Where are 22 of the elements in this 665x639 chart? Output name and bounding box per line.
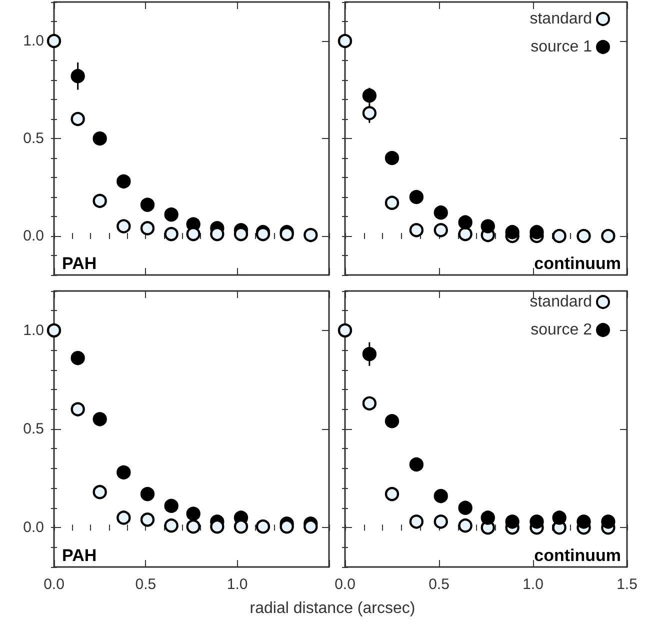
- x-axis-title: radial distance (arcsec): [248, 600, 416, 618]
- x-tick-label: 1.0: [522, 576, 544, 593]
- legend-label: source 1: [530, 38, 592, 56]
- annotation: continuum: [534, 546, 622, 565]
- x-tick-label: 1.0: [226, 576, 248, 593]
- x-tick-label: 0.0: [334, 576, 356, 593]
- y-tick-label: 0.0: [23, 519, 44, 536]
- x-tick-label: 0.5: [135, 576, 156, 593]
- y-tick-label: 0.5: [23, 420, 44, 438]
- x-tick-label: 0.0: [44, 576, 64, 593]
- y-tick-label: 1.0: [23, 32, 44, 50]
- x-tick-label: 0.5: [428, 576, 450, 593]
- y-tick-label: 0.5: [23, 130, 44, 147]
- annotation: PAH: [62, 546, 97, 565]
- annotation: continuum: [534, 254, 622, 273]
- legend-label: standard: [530, 10, 592, 28]
- annotation: PAH: [62, 254, 97, 273]
- y-tick-label: 1.0: [23, 322, 44, 339]
- legend-label: source 2: [530, 322, 592, 338]
- y-tick-label: 0.0: [23, 228, 44, 244]
- legend-label: standard: [530, 294, 592, 310]
- x-tick-label: 1.5: [616, 576, 638, 593]
